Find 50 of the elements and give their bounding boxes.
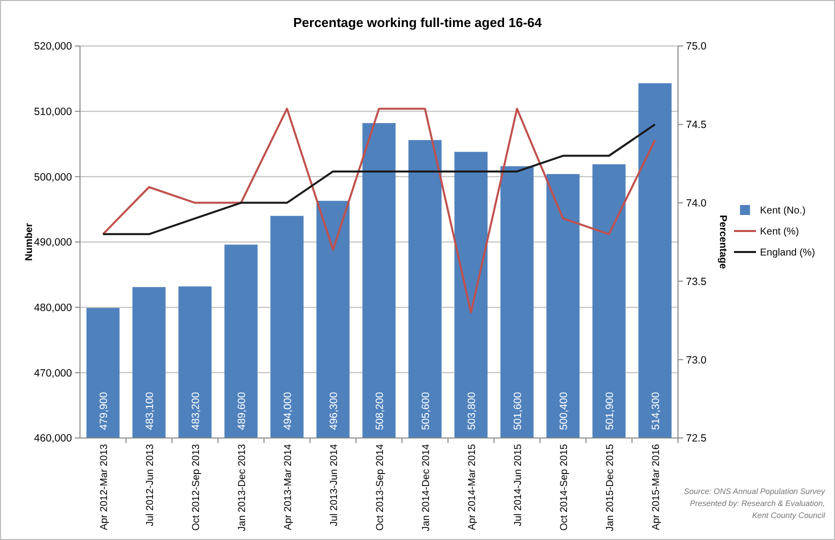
data-label: 514,300 xyxy=(650,392,662,430)
chart-title: Percentage working full-time aged 16-64 xyxy=(293,15,543,30)
legend-label: Kent (No.) xyxy=(760,206,806,216)
data-label: 501,900 xyxy=(604,392,616,430)
source-note: Source: ONS Annual Population Survey xyxy=(684,487,826,496)
x-tick-label: Apr 2014-Mar 2015 xyxy=(467,444,478,530)
data-label: 508,200 xyxy=(374,392,386,430)
y-tick-label: 460,000 xyxy=(34,432,72,445)
y-tick-label: 470,000 xyxy=(34,367,72,380)
data-label: 483,100 xyxy=(144,392,156,430)
data-label: 494,000 xyxy=(282,392,294,430)
y2-tick-label: 73.5 xyxy=(686,276,707,288)
text: Kent County Council xyxy=(752,511,826,520)
x-tick-label: Jan 2015-Dec 2015 xyxy=(605,444,616,532)
line-series xyxy=(102,123,656,236)
y2-tick-label: 74.0 xyxy=(686,197,707,210)
data-label: 505,600 xyxy=(420,392,432,430)
line-series xyxy=(102,108,656,314)
data-label: 503,800 xyxy=(466,392,478,430)
text: Presented by: Research & Evaluation, xyxy=(690,499,825,508)
x-tick-label: Apr 2013-Mar 2014 xyxy=(283,444,294,530)
y-tick-label: 500,000 xyxy=(34,171,72,184)
y2-tick-label: 73.0 xyxy=(686,354,707,366)
legend-label: Kent (%) xyxy=(760,226,799,238)
data-label: 501,600 xyxy=(512,392,524,430)
x-tick-label: Jul 2014-Jun 2015 xyxy=(513,444,524,526)
x-tick-label: Jan 2014-Dec 2014 xyxy=(421,444,432,532)
y2-tick-label: 75.0 xyxy=(686,40,707,53)
y2-tick-label: 74.5 xyxy=(686,119,707,132)
x-tick-label: Oct 2014-Sep 2015 xyxy=(559,444,570,531)
data-label: 500,400 xyxy=(558,392,570,430)
data-label: 479,900 xyxy=(98,392,110,430)
x-tick-label: Apr 2015-Mar 2016 xyxy=(651,444,662,530)
data-label: 496,300 xyxy=(328,392,340,430)
x-tick-label: Oct 2012-Sep 2013 xyxy=(191,444,202,531)
y-tick-label: 480,000 xyxy=(34,302,72,314)
x-tick-label: Jan 2013-Dec 2013 xyxy=(237,444,248,532)
x-tick-label: Jul 2013-Jun 2014 xyxy=(329,444,340,526)
data-label: 483,200 xyxy=(190,392,202,430)
y-axis-title: Number xyxy=(24,223,35,261)
data-label: 489,600 xyxy=(236,392,248,430)
legend-label: England (%) xyxy=(760,248,816,258)
x-tick-label: Jul 2012-Jun 2013 xyxy=(145,444,156,526)
x-tick-label: Apr 2012-Mar 2013 xyxy=(99,444,110,530)
y-tick-label: 520,000 xyxy=(34,40,72,53)
y-tick-label: 510,000 xyxy=(34,106,72,118)
y-tick-label: 490,000 xyxy=(34,236,72,249)
y2-tick-label: 72.5 xyxy=(686,432,707,445)
y2-axis-title: Percentage xyxy=(717,215,728,270)
x-tick-label: Oct 2013-Sep 2014 xyxy=(375,444,386,531)
